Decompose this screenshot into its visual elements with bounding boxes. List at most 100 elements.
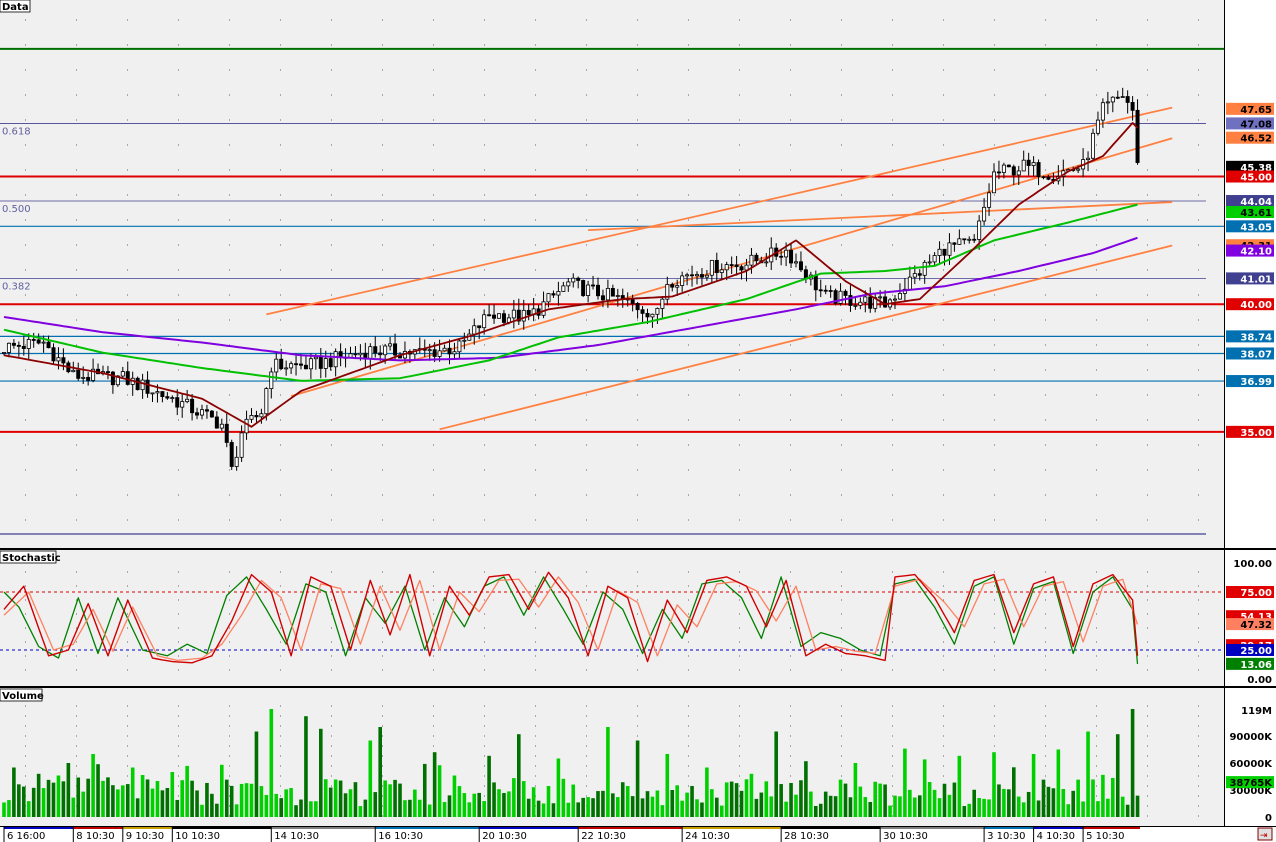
candle <box>328 352 333 371</box>
candle <box>239 425 244 462</box>
candle <box>393 333 398 361</box>
candle <box>1006 164 1011 168</box>
candle <box>764 253 769 267</box>
price-axis-tag: 47.65 <box>1240 105 1272 116</box>
price-axis-tag-bg <box>1226 298 1274 311</box>
candle <box>76 362 81 381</box>
candle <box>492 304 497 324</box>
candle <box>11 339 16 349</box>
scroll-end-button[interactable] <box>1257 827 1273 841</box>
price-axis-tag: 35.00 <box>1240 428 1272 439</box>
candle <box>31 332 36 348</box>
candle <box>219 418 224 431</box>
volume-bar <box>606 727 610 817</box>
volume-axis[interactable] <box>1224 688 1276 826</box>
time-axis[interactable] <box>0 826 1276 842</box>
volume-bar <box>883 784 887 817</box>
volume-bar <box>660 805 665 817</box>
volume-bar <box>873 781 877 817</box>
volume-bar <box>561 778 566 817</box>
volume-bar <box>442 802 447 817</box>
volume-bar <box>531 787 536 817</box>
price-panel[interactable] <box>0 0 1224 548</box>
price-axis-tag: 46.52 <box>1240 134 1272 145</box>
candle <box>858 297 863 310</box>
grid-dots <box>25 19 1199 817</box>
volume-bar <box>353 782 358 817</box>
candle <box>610 284 615 297</box>
volume-bar <box>1031 754 1036 817</box>
volume-bar <box>942 783 947 817</box>
stochastic-title-box <box>0 550 57 564</box>
volume-bar <box>932 789 937 817</box>
volume-bar <box>1056 749 1061 817</box>
candle <box>229 439 234 470</box>
candle <box>125 361 130 386</box>
volume-bar <box>1091 779 1095 817</box>
candle <box>798 251 803 272</box>
stochastic-slow-line <box>3 576 1139 664</box>
volume-bar <box>472 793 477 817</box>
candle <box>1036 159 1041 186</box>
candle <box>932 252 937 267</box>
volume-bar <box>705 767 709 817</box>
candle <box>581 279 586 297</box>
volume-bar <box>779 784 783 817</box>
volume-bar <box>903 748 907 817</box>
volume-bar <box>130 767 135 817</box>
volume-bar <box>378 727 382 817</box>
volume-bar <box>66 763 71 817</box>
volume-bar <box>1012 767 1016 817</box>
time-axis-label: 20 10:30 <box>482 831 527 842</box>
volume-bar <box>1115 734 1120 817</box>
volume-bar <box>1125 804 1130 817</box>
candle <box>561 281 566 292</box>
candle <box>665 276 670 306</box>
volume-bar <box>957 755 962 817</box>
volume-bar <box>91 754 95 817</box>
fib-level-label: 0.382 <box>2 281 31 292</box>
volume-bar <box>690 785 694 817</box>
candle <box>1135 99 1140 165</box>
time-axis-labels: 6 16:00 8 10:30 9 10:30 10 10:30 14 10:30 16 … <box>3 826 1140 842</box>
volume-bar <box>898 796 902 817</box>
volume-bar <box>185 765 189 817</box>
candle <box>818 279 823 298</box>
candle <box>556 281 561 306</box>
volume-bar <box>551 803 556 817</box>
volume-bar <box>294 805 298 817</box>
volume-bar <box>309 801 313 817</box>
candle <box>1026 152 1031 176</box>
horizontal-levels: 0.618 0.500 0.382 <box>0 47 1224 535</box>
volume-bar <box>482 801 486 817</box>
session-band <box>682 827 782 829</box>
price-axis-tag-bg <box>1226 347 1274 360</box>
candle <box>952 242 957 252</box>
moving-averages <box>3 122 1139 428</box>
volume-bar <box>749 773 754 817</box>
candle <box>284 360 289 376</box>
candle <box>1095 111 1100 136</box>
volume-bar <box>61 781 66 817</box>
candle <box>967 236 972 244</box>
candle <box>526 303 531 321</box>
volume-bar <box>1026 791 1031 817</box>
candle <box>86 372 91 386</box>
stochastic-axis-tag: 25.00 <box>1240 646 1272 657</box>
volume-bar <box>363 799 368 817</box>
candle <box>120 366 125 379</box>
stochastic-axis-tag: 54.13 <box>1240 612 1272 623</box>
channel-line <box>588 201 1173 232</box>
stochastic-panel[interactable] <box>0 550 1224 686</box>
session-band <box>271 827 376 829</box>
candle <box>1031 156 1036 177</box>
price-axis-tag-bg <box>1226 330 1274 343</box>
candle <box>709 259 714 283</box>
candle <box>823 285 828 295</box>
volume-bar <box>497 789 501 817</box>
volume-bar <box>244 783 249 817</box>
price-axis-tag: 44.04 <box>1240 197 1272 208</box>
candle <box>234 446 239 471</box>
volume-bar <box>1036 800 1041 817</box>
